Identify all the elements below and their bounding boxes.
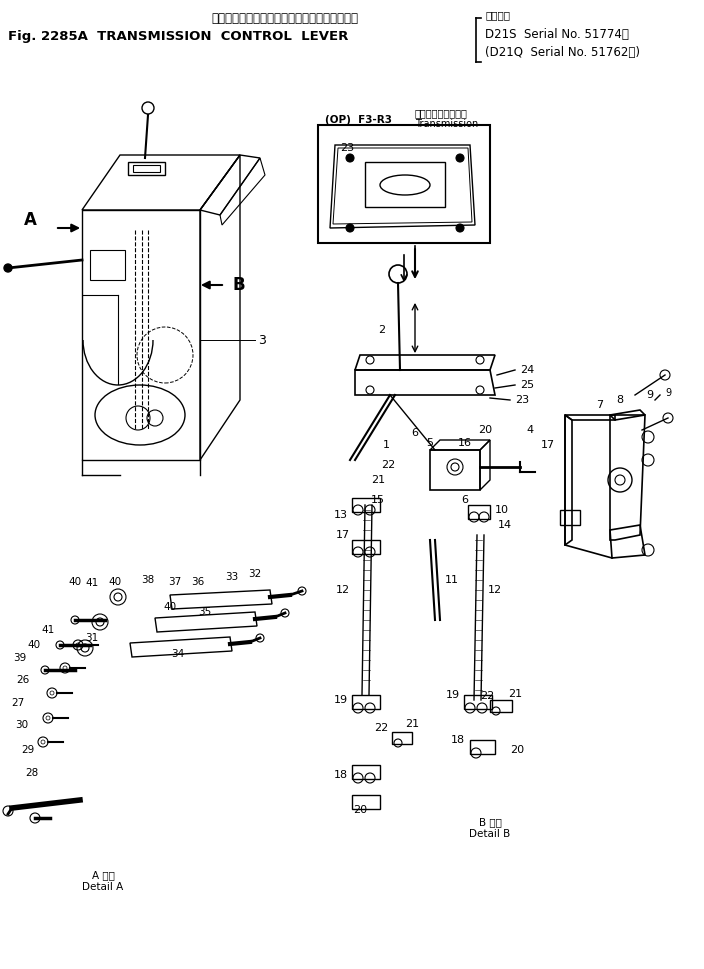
Text: Transmission: Transmission	[415, 119, 478, 129]
Text: 20: 20	[510, 745, 524, 755]
Text: (D21Q  Serial No. 51762～): (D21Q Serial No. 51762～)	[485, 46, 640, 59]
Text: D21S  Serial No. 51774～: D21S Serial No. 51774～	[485, 28, 629, 41]
Text: 12: 12	[336, 585, 350, 595]
Text: 適用号機: 適用号機	[485, 10, 510, 20]
Circle shape	[346, 224, 354, 232]
Text: 15: 15	[371, 495, 385, 505]
Text: B 詳細: B 詳細	[479, 817, 501, 827]
Bar	[352, 695, 380, 709]
Text: 22: 22	[381, 460, 395, 470]
Text: 35: 35	[199, 607, 212, 617]
Bar	[464, 695, 492, 709]
Text: 12: 12	[488, 585, 502, 595]
Text: 9: 9	[646, 390, 653, 400]
Text: 1: 1	[383, 440, 390, 450]
Text: 28: 28	[25, 768, 39, 778]
Text: 11: 11	[445, 575, 459, 585]
Circle shape	[456, 154, 464, 162]
Bar	[560, 510, 580, 525]
Text: 22: 22	[374, 723, 388, 733]
Text: 32: 32	[249, 569, 262, 579]
Text: トランスミッション: トランスミッション	[415, 108, 468, 118]
Bar	[352, 765, 380, 779]
Bar	[490, 700, 512, 712]
Text: 18: 18	[451, 735, 465, 745]
Text: 6: 6	[412, 428, 418, 438]
Text: 34: 34	[171, 649, 184, 659]
Text: 21: 21	[405, 719, 419, 729]
Text: 25: 25	[520, 380, 534, 390]
Text: 23: 23	[515, 395, 529, 405]
Text: 10: 10	[495, 505, 509, 515]
Text: 24: 24	[520, 365, 534, 375]
Text: 6: 6	[462, 495, 468, 505]
Bar	[352, 498, 380, 512]
Text: 27: 27	[11, 698, 25, 708]
Text: 38: 38	[142, 575, 155, 585]
Text: 17: 17	[336, 530, 350, 540]
Text: 13: 13	[334, 510, 348, 520]
Text: 18: 18	[334, 770, 348, 780]
Text: A 詳細: A 詳細	[92, 870, 115, 880]
Text: 8: 8	[617, 395, 624, 405]
Text: Detail B: Detail B	[470, 829, 510, 839]
Text: 3: 3	[258, 333, 266, 347]
Bar	[392, 732, 412, 744]
Circle shape	[346, 154, 354, 162]
Text: 40: 40	[108, 577, 122, 587]
Text: B: B	[232, 276, 244, 294]
Circle shape	[456, 224, 464, 232]
Text: 39: 39	[13, 653, 27, 663]
Text: 9: 9	[665, 388, 671, 398]
Text: 19: 19	[334, 695, 348, 705]
Text: 40: 40	[27, 640, 41, 650]
Text: 21: 21	[508, 689, 522, 699]
Text: 29: 29	[21, 745, 34, 755]
Text: (OP)  F3-R3: (OP) F3-R3	[325, 115, 392, 125]
Text: 40: 40	[68, 577, 82, 587]
Text: 17: 17	[541, 440, 555, 450]
Text: 31: 31	[84, 633, 98, 643]
Bar	[318, 125, 490, 243]
Polygon shape	[330, 145, 475, 228]
Text: 41: 41	[85, 578, 99, 588]
Bar	[352, 795, 380, 809]
Text: 7: 7	[596, 400, 603, 410]
Text: 5: 5	[427, 438, 434, 448]
Text: 37: 37	[168, 577, 182, 587]
Bar	[90, 250, 125, 280]
Text: 26: 26	[16, 675, 30, 685]
Text: 20: 20	[478, 425, 492, 435]
Circle shape	[4, 264, 12, 272]
Text: 19: 19	[446, 690, 460, 700]
Text: 40: 40	[163, 602, 177, 612]
Text: 21: 21	[371, 475, 385, 485]
Text: 23: 23	[340, 143, 354, 153]
Text: A: A	[23, 211, 37, 229]
Text: 20: 20	[353, 805, 367, 815]
Bar	[365, 162, 445, 207]
Text: 30: 30	[15, 720, 29, 730]
Bar	[470, 740, 495, 754]
Bar	[352, 540, 380, 554]
Text: 2: 2	[378, 325, 385, 335]
Text: Fig. 2285A  TRANSMISSION  CONTROL  LEVER: Fig. 2285A TRANSMISSION CONTROL LEVER	[8, 30, 348, 43]
Text: 41: 41	[42, 625, 55, 635]
Text: トランスミッション　コントロール　レバー（: トランスミッション コントロール レバー（	[211, 12, 358, 25]
Text: 16: 16	[458, 438, 472, 448]
Text: 22: 22	[479, 691, 494, 701]
Text: Detail A: Detail A	[82, 882, 124, 892]
Text: 4: 4	[527, 425, 534, 435]
Bar	[468, 505, 490, 519]
Text: 33: 33	[225, 572, 239, 582]
Text: 14: 14	[498, 520, 512, 530]
Text: 36: 36	[191, 577, 205, 587]
